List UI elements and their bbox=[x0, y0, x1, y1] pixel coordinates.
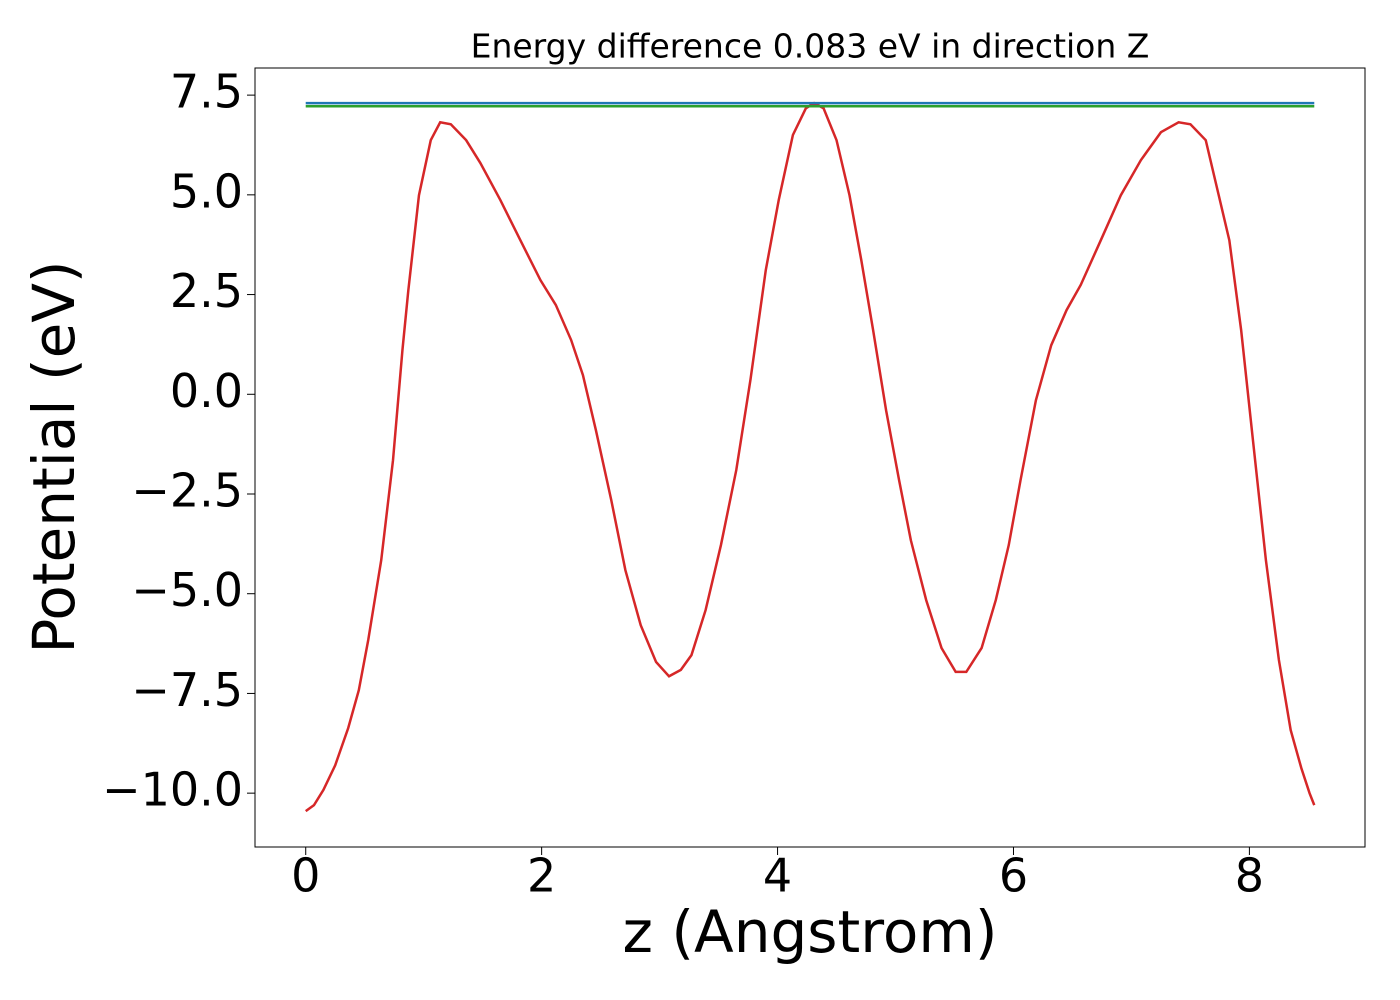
x-tick-label: 8 bbox=[1235, 849, 1264, 903]
y-tick-label: 7.5 bbox=[170, 65, 243, 119]
y-tick-label: −10.0 bbox=[102, 763, 243, 817]
x-tick-label: 0 bbox=[291, 849, 320, 903]
y-axis-label: Potential (eV) bbox=[20, 260, 88, 653]
y-tick-label: −2.5 bbox=[131, 463, 243, 517]
y-tick-label: −7.5 bbox=[131, 663, 243, 717]
line-series bbox=[304, 101, 1316, 813]
x-tick-label: 2 bbox=[527, 849, 556, 903]
y-tick-label: 2.5 bbox=[170, 264, 243, 318]
y-tick-label: 5.0 bbox=[170, 164, 243, 218]
y-tick-label: 0.0 bbox=[170, 364, 243, 418]
plot-frame bbox=[254, 67, 1366, 848]
x-tick-label: 6 bbox=[999, 849, 1028, 903]
y-tick-label: −5.0 bbox=[131, 563, 243, 617]
chart-title: Energy difference 0.083 eV in direction … bbox=[471, 27, 1150, 66]
x-axis-label: z (Angstrom) bbox=[623, 898, 998, 966]
x-tick-label: 4 bbox=[763, 849, 792, 903]
